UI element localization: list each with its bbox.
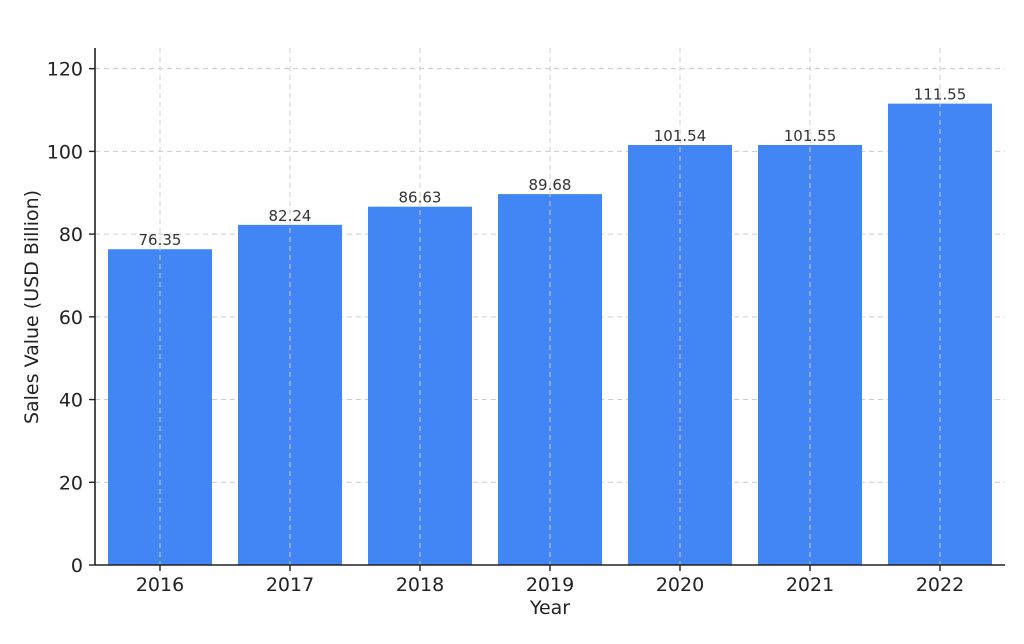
x-tick-label-2022: 2022: [916, 574, 964, 596]
x-tick-label-2021: 2021: [786, 574, 834, 596]
bars: [108, 103, 992, 566]
data-label-2019: 89.68: [529, 176, 572, 194]
data-label-2017: 82.24: [269, 207, 312, 225]
y-tick-label: 120: [47, 59, 83, 81]
x-tick-label-2020: 2020: [656, 574, 704, 596]
data-label-2020: 101.54: [654, 127, 707, 145]
y-tick-label: 60: [59, 307, 83, 329]
data-labels: 76.35 82.24 86.63 89.68 101.54 101.55 111.55: [139, 48, 967, 565]
y-tick-label: 0: [71, 555, 83, 577]
x-tick-label-2017: 2017: [266, 574, 314, 596]
y-tick-label: 100: [47, 141, 83, 163]
bar-2022: [888, 103, 992, 565]
data-label-2021: 101.55: [784, 127, 837, 145]
y-tick-label: 80: [59, 224, 83, 246]
data-label-2022: 111.55: [914, 86, 967, 104]
x-tick-label-2018: 2018: [396, 574, 444, 596]
x-tick-label-2019: 2019: [526, 574, 574, 596]
ticks: 0 20 40 60 80 100 120 2016 2017 2018 2019 2020 2021 2…: [47, 59, 964, 596]
y-axis-title: Sales Value (USD Billion): [21, 190, 43, 424]
data-label-2016: 76.35: [139, 231, 182, 249]
x-axis-title: Year: [529, 597, 570, 619]
y-tick-label: 20: [59, 472, 83, 494]
data-label-2018: 86.63: [399, 189, 442, 207]
x-tick-label-2016: 2016: [136, 574, 184, 596]
y-tick-label: 40: [59, 390, 83, 412]
